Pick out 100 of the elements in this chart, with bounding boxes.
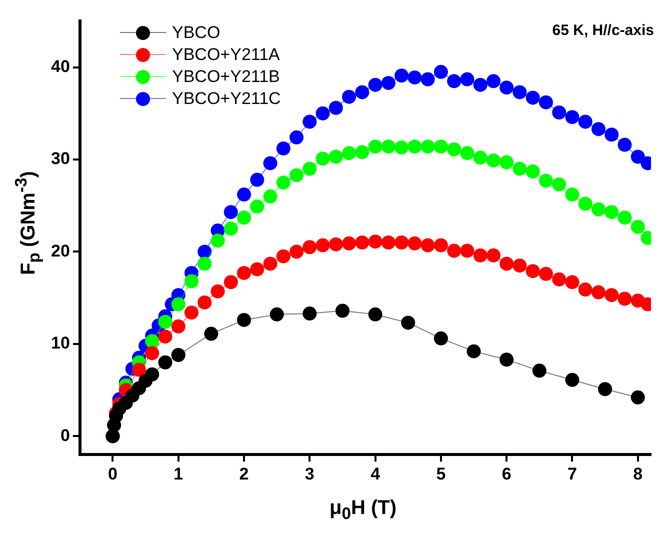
point (565, 110, 580, 124)
point (171, 297, 186, 312)
annotation: 65 K, H//c-axis (552, 22, 654, 39)
point (263, 189, 278, 204)
point (578, 114, 592, 129)
point (290, 244, 304, 259)
point (250, 172, 264, 187)
point (328, 150, 343, 164)
point (381, 236, 396, 250)
point (368, 307, 382, 322)
point (198, 256, 212, 271)
point (591, 285, 606, 300)
point (565, 188, 580, 202)
x-tick-label: 4 (370, 464, 381, 484)
point (368, 78, 382, 92)
point (250, 200, 264, 214)
point (171, 348, 186, 362)
point (618, 210, 632, 225)
point (578, 196, 592, 211)
y-tick-label: 0 (60, 426, 70, 445)
x-tick-label: 2 (239, 464, 249, 484)
point (538, 266, 553, 281)
point (302, 162, 317, 176)
point (158, 355, 172, 370)
point (618, 138, 632, 152)
point (158, 314, 172, 329)
point (486, 153, 500, 168)
point (460, 244, 474, 258)
legend-label: YBCO+Y211C (172, 88, 281, 110)
point (316, 238, 330, 252)
point (184, 306, 198, 320)
point (434, 331, 448, 346)
point (473, 78, 488, 92)
point (145, 346, 160, 360)
x-tick-label: 7 (567, 464, 577, 484)
point (408, 70, 422, 84)
point (210, 234, 225, 248)
point (552, 272, 566, 286)
point (171, 319, 186, 334)
point (316, 152, 330, 166)
point (355, 145, 370, 160)
point (408, 236, 422, 250)
y-tick-label: 20 (50, 241, 70, 260)
legend-label: YBCO (172, 22, 220, 44)
point (526, 264, 540, 278)
point (210, 284, 225, 298)
point (276, 176, 290, 190)
point (526, 90, 540, 105)
point (328, 100, 343, 115)
point (302, 240, 317, 254)
point (500, 256, 514, 271)
y-tick-label: 10 (50, 334, 70, 353)
point (302, 306, 317, 321)
point (486, 248, 500, 262)
point (604, 205, 619, 220)
point (145, 367, 160, 382)
y-tick-label: 40 (50, 56, 70, 76)
point (466, 344, 481, 358)
point (538, 95, 553, 110)
point (204, 326, 218, 341)
point (618, 292, 632, 306)
point (224, 275, 238, 290)
point (434, 238, 448, 252)
point (132, 362, 146, 377)
point (420, 72, 435, 86)
x-tick-label: 5 (436, 464, 446, 484)
point (604, 288, 619, 302)
point (630, 150, 645, 164)
point (604, 128, 619, 142)
point (420, 140, 435, 154)
point (500, 352, 514, 367)
point (630, 220, 645, 234)
point (368, 234, 382, 249)
point (552, 177, 566, 192)
point (500, 80, 514, 95)
point (224, 222, 238, 236)
x-tick-label: 1 (174, 464, 184, 484)
point (447, 74, 462, 88)
point (578, 282, 592, 297)
point (263, 156, 278, 170)
x-tick-label: 8 (633, 464, 643, 484)
point (473, 248, 488, 262)
point (224, 205, 238, 220)
point (355, 85, 370, 100)
point (198, 295, 212, 310)
point (473, 150, 488, 165)
x-tick-label: 3 (304, 464, 314, 484)
point (447, 142, 462, 156)
point (591, 202, 606, 216)
legend-label: YBCO+Y211B (172, 66, 280, 88)
point (381, 140, 396, 154)
point (460, 146, 474, 160)
point (158, 330, 172, 344)
point (237, 188, 252, 202)
point (434, 140, 448, 154)
point (460, 72, 474, 86)
point (237, 210, 252, 225)
point (342, 90, 356, 104)
point (630, 390, 645, 404)
point (290, 130, 304, 144)
